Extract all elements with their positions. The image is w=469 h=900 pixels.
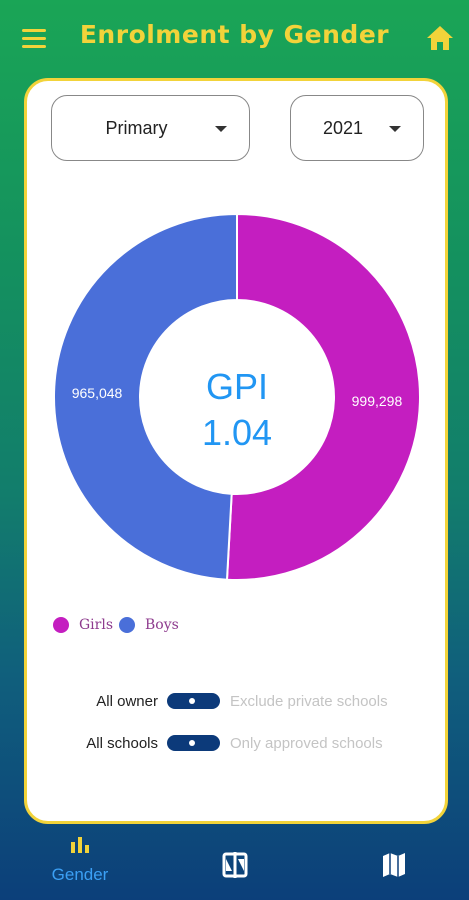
legend-dot-boys	[119, 617, 136, 633]
owner-toggle-switch[interactable]	[167, 693, 220, 709]
home-icon[interactable]	[426, 25, 454, 51]
schools-toggle-right-label: Only approved schools	[230, 734, 383, 752]
owner-toggle-row: All owner Exclude private schools	[27, 689, 451, 713]
legend-item-boys[interactable]: Boys	[119, 617, 179, 633]
gpi-label: GPI	[206, 366, 268, 407]
schools-toggle-row: All schools Only approved schools	[27, 731, 451, 755]
donut-hole	[140, 300, 334, 494]
nav-tab-gender[interactable]: Gender	[40, 836, 120, 885]
page-title: Enrolment by Gender	[79, 20, 390, 49]
bar-chart-icon	[71, 837, 89, 853]
nav-tab-compare[interactable]	[222, 852, 248, 883]
content-card: Primary 2021 GPI 1.04 999,298 965,048 Gir…	[24, 78, 448, 824]
value-label-girls: 999,298	[352, 393, 403, 409]
map-icon	[383, 853, 405, 877]
chevron-down-icon	[215, 126, 227, 132]
compare-icon	[222, 852, 248, 878]
owner-toggle-left-label: All owner	[96, 692, 158, 710]
legend-label-boys: Boys	[145, 617, 179, 633]
nav-tab-gender-label: Gender	[51, 865, 109, 884]
chart-legend: Girls Boys	[53, 617, 185, 633]
owner-toggle-right-label: Exclude private schools	[230, 692, 388, 710]
level-dropdown-value: Primary	[105, 117, 168, 138]
level-dropdown[interactable]: Primary	[51, 95, 250, 161]
app-header: Enrolment by Gender	[0, 0, 469, 76]
chevron-down-icon	[389, 126, 401, 132]
legend-dot-girls	[53, 617, 69, 633]
schools-toggle-switch[interactable]	[167, 735, 220, 751]
year-dropdown[interactable]: 2021	[290, 95, 424, 161]
hamburger-menu-icon[interactable]	[22, 24, 52, 52]
nav-tab-map[interactable]	[381, 852, 407, 883]
year-dropdown-value: 2021	[322, 117, 364, 138]
legend-label-girls: Girls	[79, 617, 114, 633]
legend-item-girls[interactable]: Girls	[53, 617, 113, 633]
gpi-value: 1.04	[202, 412, 272, 453]
gender-donut-chart: GPI 1.04 999,298 965,048	[52, 212, 421, 581]
schools-toggle-left-label: All schools	[86, 734, 158, 752]
value-label-boys: 965,048	[72, 385, 123, 401]
bottom-navigation: Gender	[0, 836, 469, 900]
